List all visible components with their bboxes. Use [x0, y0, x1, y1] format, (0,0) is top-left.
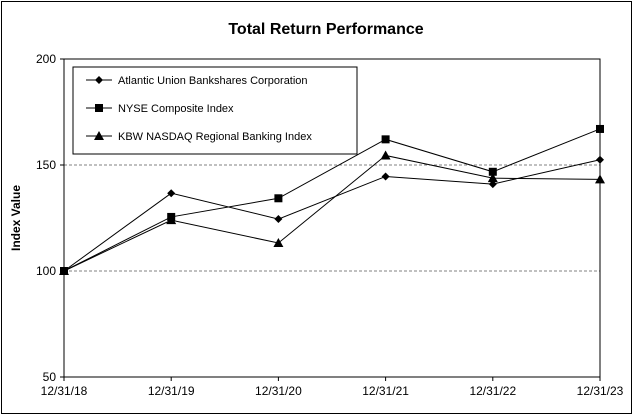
data-point	[381, 172, 390, 181]
series-line	[63, 159, 601, 272]
legend-box	[72, 66, 358, 155]
data-point	[596, 155, 604, 164]
data-point	[380, 150, 391, 160]
legend: Atlantic Union Bankshares Corporation NYS…	[72, 66, 358, 155]
y-tick-label: 150	[36, 158, 56, 172]
x-tick-label: 12/31/21	[362, 384, 409, 398]
data-point	[487, 173, 498, 183]
data-point	[488, 167, 497, 176]
data-point	[596, 124, 604, 133]
plot-area	[63, 58, 601, 378]
legend-label: KBW NASDAQ Regional Banking Index	[118, 131, 312, 143]
x-tick-label: 12/31/23	[577, 384, 624, 398]
data-point	[273, 238, 284, 248]
chart-title: Total Return Performance	[228, 21, 423, 38]
data-point	[274, 194, 283, 203]
series-line	[63, 128, 601, 272]
series-triangle	[59, 150, 605, 275]
x-tick-label: 12/31/22	[469, 384, 516, 398]
y-tick-label: 200	[36, 52, 56, 66]
y-axis-label: Index Value	[9, 185, 23, 251]
data-point	[381, 135, 390, 144]
data-point	[59, 266, 69, 275]
x-tick-label: 12/31/20	[255, 384, 302, 398]
data-point	[595, 174, 605, 184]
data-point	[167, 189, 176, 198]
legend-marker	[94, 131, 104, 140]
x-tick-label: 12/31/19	[148, 384, 195, 398]
legend-label: NYSE Composite Index	[118, 103, 234, 115]
y-tick-label: 100	[36, 264, 56, 278]
series-diamond	[60, 155, 604, 275]
data-point	[166, 215, 177, 225]
legend-label: Atlantic Union Bankshares Corporation	[118, 75, 308, 87]
legend-marker	[95, 76, 103, 84]
legend-marker	[95, 104, 103, 112]
series-line	[63, 154, 601, 272]
data-point	[274, 215, 283, 224]
x-tick-label: 12/31/18	[41, 384, 88, 398]
y-tick-label: 50	[43, 370, 57, 384]
